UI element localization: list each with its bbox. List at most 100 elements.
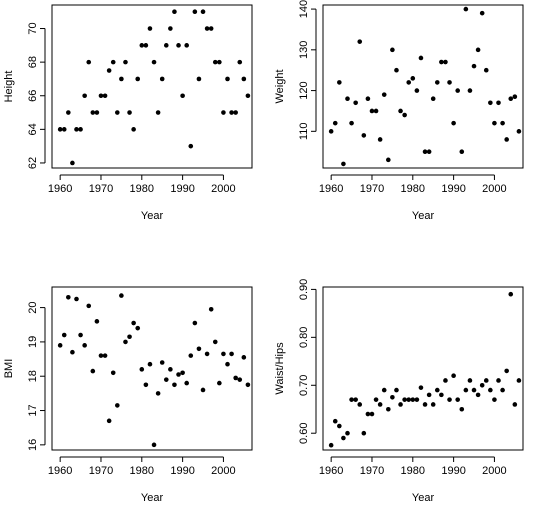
- data-point: [443, 378, 448, 383]
- data-point: [492, 120, 497, 126]
- x-tick-label: 1960: [48, 183, 72, 195]
- data-point: [237, 377, 243, 382]
- y-tick-label: 19: [27, 336, 39, 348]
- x-tick-label: 1980: [130, 183, 154, 195]
- data-point: [430, 96, 436, 102]
- data-point: [463, 6, 469, 12]
- data-point: [208, 26, 214, 31]
- x-tick-label: 1980: [401, 183, 425, 195]
- x-tick-label: 1960: [319, 183, 343, 195]
- data-point: [217, 380, 222, 386]
- data-point: [57, 127, 63, 132]
- data-point: [328, 442, 334, 448]
- panel-weight: 1960 1970 1980 1990 2000 110 120 130 140 Year Weig…: [274, 0, 524, 222]
- x-axis-title: Year: [412, 492, 435, 504]
- data-point: [365, 411, 371, 417]
- data-point: [471, 63, 477, 69]
- data-point: [168, 367, 173, 372]
- y-tick-label: 18: [27, 370, 39, 382]
- data-point: [180, 370, 185, 376]
- data-point: [349, 120, 354, 126]
- plot-frame: [51, 4, 253, 169]
- y-tick-label: 66: [27, 90, 39, 102]
- x-tick-label: 1970: [360, 465, 384, 477]
- data-point: [369, 411, 375, 417]
- y-tick-label: 62: [27, 157, 39, 169]
- data-point: [418, 55, 424, 61]
- data-point: [94, 319, 100, 324]
- data-point: [119, 293, 124, 298]
- data-point: [61, 332, 67, 338]
- data-point: [155, 391, 161, 396]
- data-point: [504, 368, 509, 374]
- data-point: [483, 378, 489, 383]
- data-point: [394, 387, 399, 393]
- data-point: [94, 110, 100, 115]
- data-point: [447, 397, 452, 402]
- data-point: [455, 88, 460, 93]
- data-point: [147, 361, 153, 367]
- data-point: [221, 351, 226, 357]
- data-point: [451, 120, 456, 126]
- data-point: [512, 94, 518, 99]
- x-tick-label: 1980: [401, 465, 425, 477]
- data-point: [163, 377, 169, 382]
- data-point: [110, 59, 116, 65]
- data-point: [237, 59, 243, 65]
- x-axis-title: Year: [141, 492, 164, 504]
- data-point: [225, 76, 230, 82]
- data-point: [66, 110, 71, 115]
- x-tick-label: 1980: [130, 465, 154, 477]
- data-point: [381, 92, 387, 97]
- data-point: [332, 120, 338, 126]
- data-point: [365, 96, 371, 102]
- data-point: [233, 375, 238, 381]
- data-point: [123, 339, 128, 345]
- data-point: [229, 351, 234, 357]
- data-point: [127, 110, 132, 115]
- data-point: [143, 43, 149, 48]
- data-point: [204, 26, 210, 31]
- data-point: [496, 378, 501, 383]
- data-point: [200, 9, 206, 15]
- data-point: [381, 387, 387, 393]
- data-point: [168, 26, 173, 31]
- data-point: [406, 397, 412, 402]
- x-tick-label: 2000: [211, 465, 235, 477]
- data-point: [398, 402, 403, 407]
- data-point: [508, 96, 514, 102]
- data-point: [337, 80, 342, 85]
- data-point: [516, 129, 522, 134]
- y-tick-label: 70: [27, 22, 39, 34]
- data-point: [66, 294, 71, 300]
- data-point: [402, 112, 407, 118]
- data-point: [200, 387, 206, 393]
- y-tick-label: 0.70: [298, 375, 310, 396]
- panel-bmi: 1960 1970 1980 1990 2000 16 17 18 19 20 Year BMI: [3, 286, 253, 504]
- y-tick-label: 64: [27, 123, 39, 135]
- y-axis-title: Weight: [274, 69, 286, 103]
- data-point: [377, 402, 383, 407]
- data-point: [455, 397, 460, 402]
- data-point: [488, 387, 493, 393]
- y-tick-label: 16: [27, 439, 39, 451]
- x-tick-label: 2000: [482, 183, 506, 195]
- data-point: [139, 367, 145, 372]
- data-point: [90, 368, 96, 374]
- data-point: [500, 387, 505, 393]
- data-point: [57, 343, 63, 348]
- x-tick-label: 2000: [482, 465, 506, 477]
- y-axis-title: Height: [3, 71, 15, 103]
- x-axis-title: Year: [141, 210, 164, 222]
- data-point: [414, 88, 420, 93]
- data-point: [217, 59, 222, 65]
- data-point: [188, 143, 194, 149]
- data-point: [119, 76, 124, 82]
- data-point: [337, 423, 342, 429]
- data-point: [176, 372, 181, 377]
- x-tick-label: 1960: [48, 465, 72, 477]
- data-point: [357, 39, 363, 44]
- data-point: [127, 334, 132, 340]
- y-tick-label: 20: [27, 301, 39, 313]
